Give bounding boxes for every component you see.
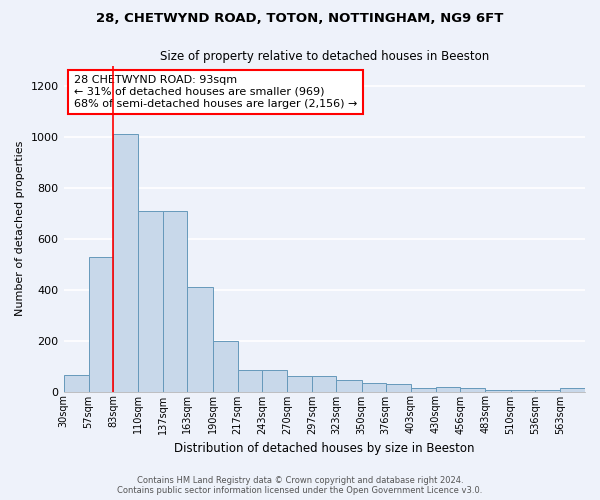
Text: 28 CHETWYND ROAD: 93sqm
← 31% of detached houses are smaller (969)
68% of semi-d: 28 CHETWYND ROAD: 93sqm ← 31% of detache…: [74, 76, 358, 108]
Bar: [312, 376, 337, 392]
Bar: [262, 370, 287, 392]
Text: 28, CHETWYND ROAD, TOTON, NOTTINGHAM, NG9 6FT: 28, CHETWYND ROAD, TOTON, NOTTINGHAM, NG…: [97, 12, 503, 26]
Title: Size of property relative to detached houses in Beeston: Size of property relative to detached ho…: [160, 50, 489, 63]
Bar: [362, 382, 386, 392]
Y-axis label: Number of detached properties: Number of detached properties: [15, 141, 25, 316]
Bar: [187, 287, 212, 392]
Bar: [212, 340, 238, 392]
Bar: [386, 384, 411, 392]
Bar: [511, 390, 535, 392]
Bar: [163, 210, 187, 392]
Bar: [113, 134, 138, 392]
Bar: [460, 388, 485, 392]
X-axis label: Distribution of detached houses by size in Beeston: Distribution of detached houses by size …: [174, 442, 475, 455]
Bar: [411, 388, 436, 392]
Bar: [485, 390, 511, 392]
Bar: [89, 256, 113, 392]
Text: Contains HM Land Registry data © Crown copyright and database right 2024.
Contai: Contains HM Land Registry data © Crown c…: [118, 476, 482, 495]
Bar: [138, 210, 163, 392]
Bar: [287, 376, 312, 392]
Bar: [535, 390, 560, 392]
Bar: [436, 387, 460, 392]
Bar: [64, 375, 89, 392]
Bar: [337, 380, 362, 392]
Bar: [560, 388, 585, 392]
Bar: [238, 370, 262, 392]
